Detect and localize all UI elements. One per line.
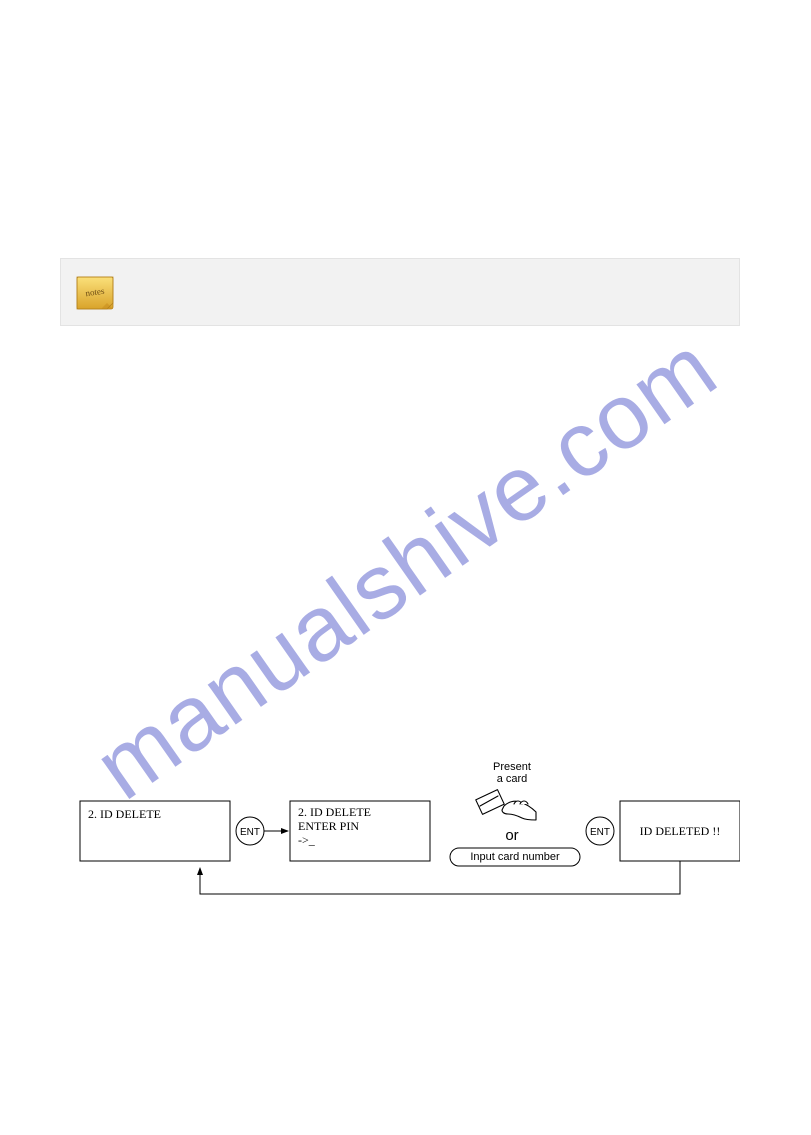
watermark-text: manualshive.com [76, 315, 735, 820]
flow-box-3-line1: ID DELETED !! [640, 824, 721, 838]
flow-box-2-line2: ENTER PIN [298, 819, 359, 833]
or-label: or [505, 827, 518, 844]
loop-arrow [200, 861, 680, 894]
page: notes manualshive.com 2. ID DELETE ENT 2… [0, 0, 811, 1135]
note-box: notes [60, 258, 740, 326]
card-hand-icon [476, 790, 536, 820]
flow-box-1-line1: 2. ID DELETE [88, 807, 161, 821]
flow-box-2-line1: 2. ID DELETE [298, 805, 371, 819]
flow-box-2-line3: ->_ [298, 833, 316, 847]
present-label-line2: a card [497, 773, 528, 785]
notes-icon: notes [73, 271, 117, 315]
input-card-pill-label: Input card number [470, 851, 560, 863]
flow-diagram: 2. ID DELETE ENT 2. ID DELETE ENTER PIN … [60, 756, 740, 956]
ent-button-2-label: ENT [590, 827, 610, 838]
present-label-line1: Present [493, 761, 531, 773]
ent-button-1-label: ENT [240, 827, 260, 838]
